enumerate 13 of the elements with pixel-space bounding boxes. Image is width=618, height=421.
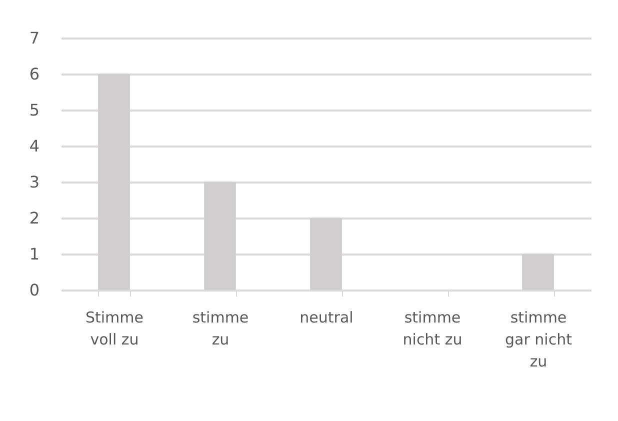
x-tick-label: stimme nicht zu	[402, 308, 462, 348]
y-tick-label: 7	[29, 28, 40, 48]
x-tick-label: neutral	[300, 308, 354, 326]
x-tick-label: stimme gar nicht zu	[505, 308, 572, 370]
y-tick-label: 2	[29, 208, 40, 228]
y-tick-label: 3	[29, 172, 40, 192]
y-tick-label: 1	[29, 244, 40, 264]
y-tick-label: 5	[29, 100, 40, 120]
x-tick-label: stimme zu	[192, 308, 249, 348]
y-tick-label: 0	[29, 280, 40, 300]
x-tick-label: Stimme voll zu	[85, 308, 144, 348]
y-tick-label: 6	[29, 64, 40, 84]
y-tick-label: 4	[29, 136, 40, 156]
